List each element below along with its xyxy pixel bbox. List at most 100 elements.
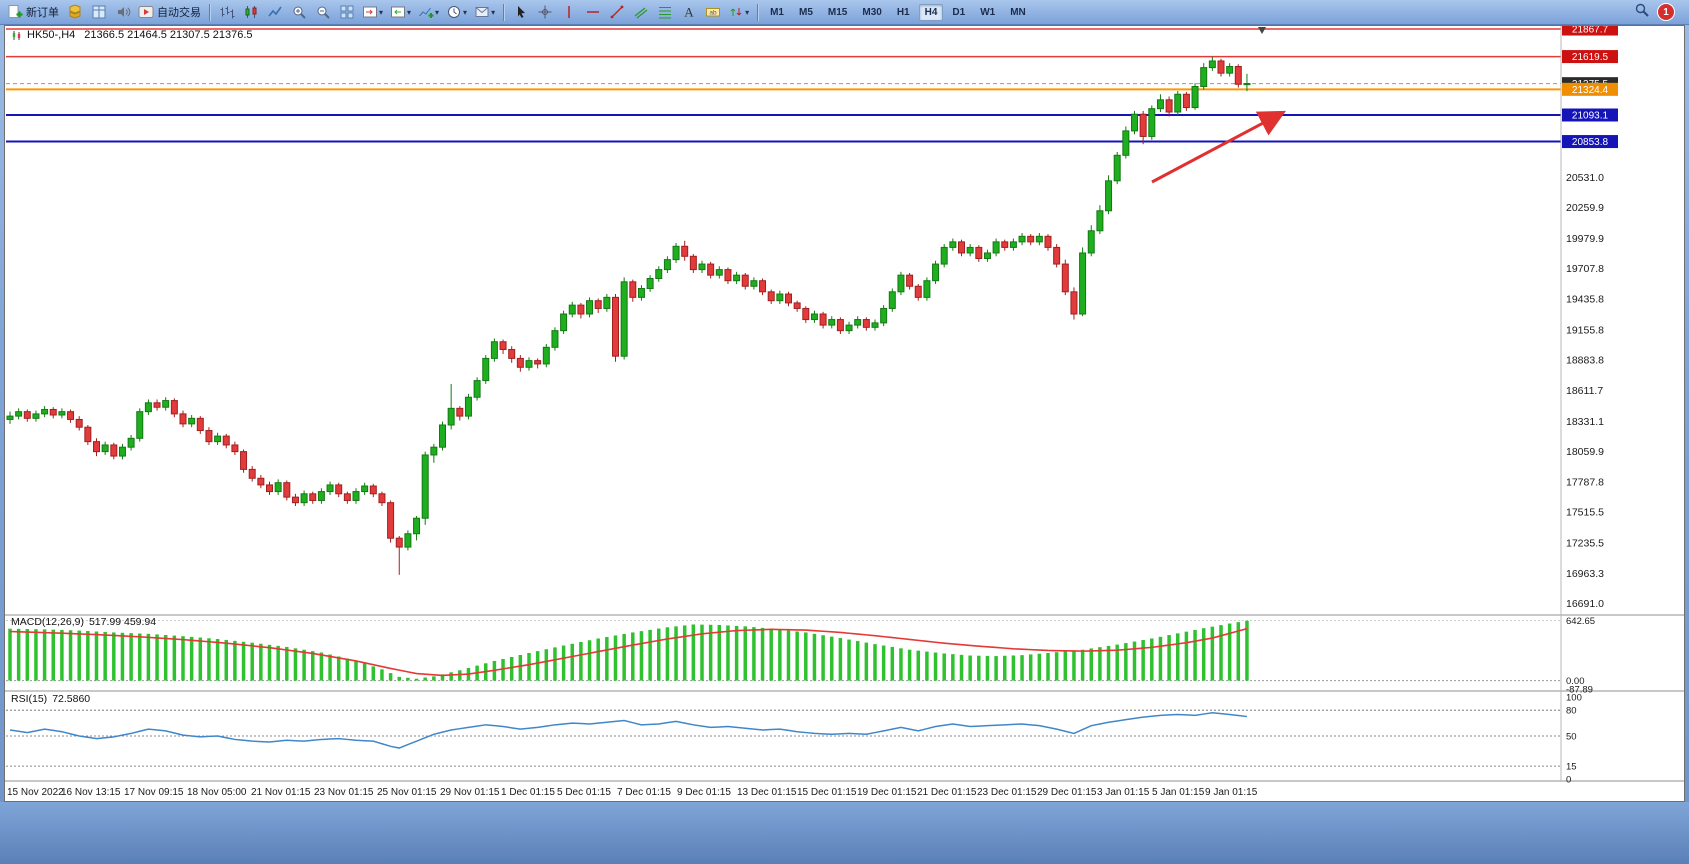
text-label-icon: ab (705, 4, 721, 20)
line-chart-button[interactable] (263, 2, 286, 23)
price-level-label (1562, 82, 1618, 96)
timeframe-m5-button[interactable]: M5 (793, 4, 819, 21)
data-window-button[interactable] (87, 2, 110, 23)
svg-text:80: 80 (1566, 706, 1577, 717)
zoom-in-button[interactable] (287, 2, 310, 23)
periods-icon (446, 4, 462, 20)
level-labels-layer: 21867.721619.521375.521324.421093.120853… (1562, 25, 1618, 149)
svg-text:18331.1: 18331.1 (1566, 416, 1604, 428)
fibonacci-button[interactable] (653, 2, 676, 23)
horizontal-line-button[interactable] (581, 2, 604, 23)
indicators-button[interactable]: ▾ (415, 2, 442, 23)
timeframe-mn-button[interactable]: MN (1004, 4, 1032, 21)
timeframe-m15-button[interactable]: M15 (822, 4, 853, 21)
search-icon[interactable] (1634, 2, 1650, 23)
timeframe-w1-button[interactable]: W1 (974, 4, 1001, 21)
rsi-name: RSI(15) (11, 693, 48, 705)
timeframe-m30-button[interactable]: M30 (856, 4, 887, 21)
macd-name: MACD(12,26,9) (11, 616, 84, 628)
svg-text:21324.4: 21324.4 (1572, 85, 1609, 96)
sounds-button[interactable] (111, 2, 134, 23)
chevron-down-icon: ▾ (745, 7, 750, 17)
svg-text:3 Jan 01:15: 3 Jan 01:15 (1097, 787, 1150, 798)
auto-scroll-button[interactable]: ▾ (387, 2, 414, 23)
chart-shift-icon (362, 4, 378, 20)
bar-chart-button[interactable] (215, 2, 238, 23)
svg-text:16963.3: 16963.3 (1566, 568, 1604, 580)
trendline-button[interactable] (605, 2, 628, 23)
svg-text:17787.8: 17787.8 (1566, 476, 1604, 488)
rsi-value: 72.5860 (52, 693, 91, 705)
timeframe-h4-button[interactable]: H4 (918, 3, 944, 21)
new-order-icon (7, 4, 23, 20)
macd-values: 517.99 459.94 (88, 616, 157, 628)
autotrading-button[interactable]: 自动交易 (135, 2, 204, 23)
svg-text:17235.5: 17235.5 (1566, 538, 1604, 550)
templates-button[interactable]: ▾ (471, 2, 498, 23)
toolbar-separator (503, 3, 505, 21)
chevron-down-icon: ▾ (407, 7, 412, 17)
macd-signal-line (9, 627, 1248, 677)
vertical-line-button[interactable] (557, 2, 580, 23)
chart-symbol-icon (11, 30, 22, 41)
fibonacci-icon (657, 4, 673, 20)
chart-shift-button[interactable]: ▾ (359, 2, 386, 23)
periods-button[interactable]: ▾ (443, 2, 470, 23)
timeframe-h1-button[interactable]: H1 (891, 4, 916, 21)
data-window-icon (91, 4, 107, 20)
chevron-down-icon: ▾ (491, 7, 496, 17)
templates-icon (474, 4, 490, 20)
trend-arrow-annotation[interactable] (1151, 110, 1286, 184)
levels-layer (6, 28, 1561, 143)
chart-window: 20531.0 20259.9 19979.9 19707.8 19435.8 19155… (4, 25, 1685, 802)
text-button[interactable]: A (677, 2, 700, 23)
svg-text:15 Nov 2022: 15 Nov 2022 (7, 787, 64, 798)
chevron-down-icon: ▾ (463, 7, 468, 17)
autotrading-label: 自动交易 (157, 7, 201, 19)
main-toolbar: 新订单 自动交易 ▾ ▾ ▾ ▾ ▾ A ab ▾ M1 M5 M (0, 0, 1689, 25)
vertical-line-icon (561, 4, 577, 20)
svg-text:-87.89: -87.89 (1566, 684, 1593, 695)
market-watch-button[interactable] (63, 2, 86, 23)
svg-text:16691.0: 16691.0 (1566, 598, 1604, 610)
price-level-label (1562, 135, 1618, 149)
notification-badge[interactable]: 1 (1657, 3, 1675, 21)
cursor-button[interactable] (509, 2, 532, 23)
toolbar-separator (757, 3, 759, 21)
chart-shift-marker (1258, 27, 1266, 34)
tile-windows-button[interactable] (335, 2, 358, 23)
channel-button[interactable] (629, 2, 652, 23)
price-level-label (1562, 25, 1618, 36)
crosshair-button[interactable] (533, 2, 556, 23)
rsi-indicator-label: RSI(15) 72.5860 (11, 693, 90, 705)
rsi-layer (6, 709, 1561, 767)
text-label-button[interactable]: ab (701, 2, 724, 23)
svg-text:9 Jan 01:15: 9 Jan 01:15 (1205, 787, 1258, 798)
zoom-in-icon (291, 4, 307, 20)
svg-text:9 Dec 01:15: 9 Dec 01:15 (677, 787, 731, 798)
svg-text:21 Nov 01:15: 21 Nov 01:15 (251, 787, 311, 798)
line-chart-icon (267, 4, 283, 20)
timeframe-m1-button[interactable]: M1 (764, 4, 790, 21)
svg-text:0: 0 (1566, 775, 1571, 786)
arrows-button[interactable]: ▾ (725, 2, 752, 23)
bar-chart-icon (219, 4, 235, 20)
chart-title: HK50-,H4 21366.5 21464.5 21307.5 21376.5 (11, 29, 253, 41)
chart-canvas[interactable]: 20531.0 20259.9 19979.9 19707.8 19435.8 19155… (4, 25, 1685, 802)
svg-text:7 Dec 01:15: 7 Dec 01:15 (617, 787, 671, 798)
sounds-icon (115, 4, 131, 20)
candlestick-chart-button[interactable] (239, 2, 262, 23)
svg-text:29 Nov 01:15: 29 Nov 01:15 (440, 787, 500, 798)
new-order-label: 新订单 (26, 7, 59, 19)
new-order-button[interactable]: 新订单 (4, 2, 62, 23)
price-level-label (1562, 108, 1618, 122)
tile-windows-icon (339, 4, 355, 20)
dividers-layer (4, 25, 1685, 782)
text-icon: A (681, 4, 697, 20)
zoom-out-button[interactable] (311, 2, 334, 23)
svg-text:20259.9: 20259.9 (1566, 202, 1604, 214)
svg-text:18 Nov 05:00: 18 Nov 05:00 (187, 787, 247, 798)
timeframe-d1-button[interactable]: D1 (946, 4, 971, 21)
